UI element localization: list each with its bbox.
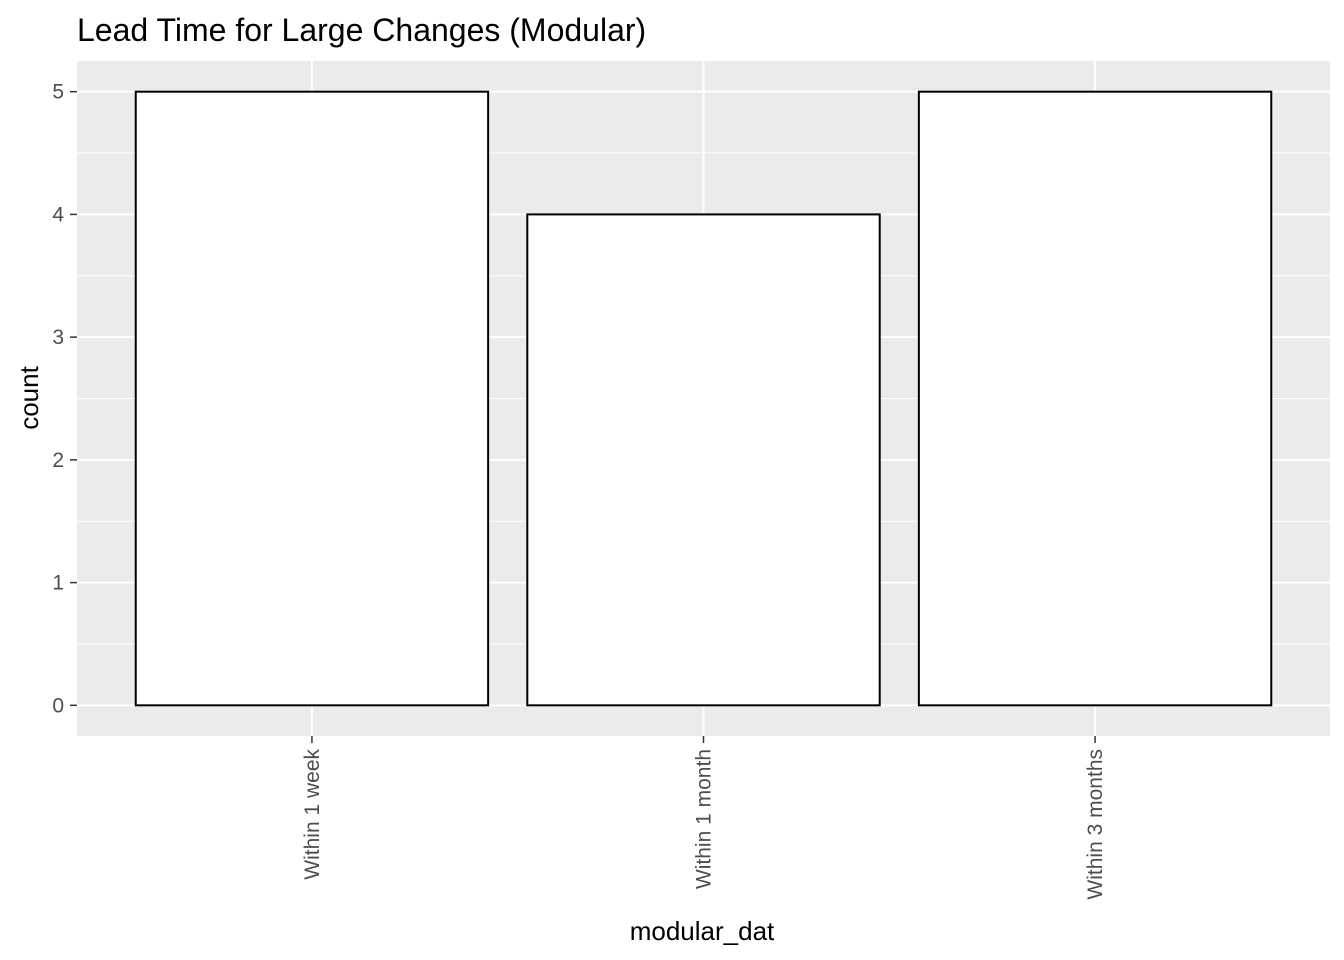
y-tick-label: 5: [52, 81, 64, 104]
y-tick-label: 1: [52, 572, 64, 595]
x-tick-label: Within 3 months: [1084, 749, 1107, 900]
x-tick-label: Within 1 month: [693, 749, 716, 889]
y-tick-label: 2: [52, 449, 64, 472]
x-tick-label: Within 1 week: [301, 749, 324, 880]
x-axis-title: modular_dat: [630, 916, 775, 946]
bar: [526, 213, 881, 707]
y-axis-title: count: [14, 365, 44, 429]
bar: [917, 90, 1273, 707]
x-axis-ticks: Within 1 week Within 1 month Within 3 mont…: [301, 736, 1107, 900]
chart-title: Lead Time for Large Changes (Modular): [77, 12, 646, 48]
y-tick-label: 0: [52, 694, 64, 717]
bar: [134, 90, 490, 707]
y-axis-ticks: 0 1 2 3 4 5: [52, 81, 77, 717]
bars: [134, 90, 1273, 707]
y-tick-label: 4: [52, 203, 64, 226]
y-tick-label: 3: [52, 326, 64, 349]
